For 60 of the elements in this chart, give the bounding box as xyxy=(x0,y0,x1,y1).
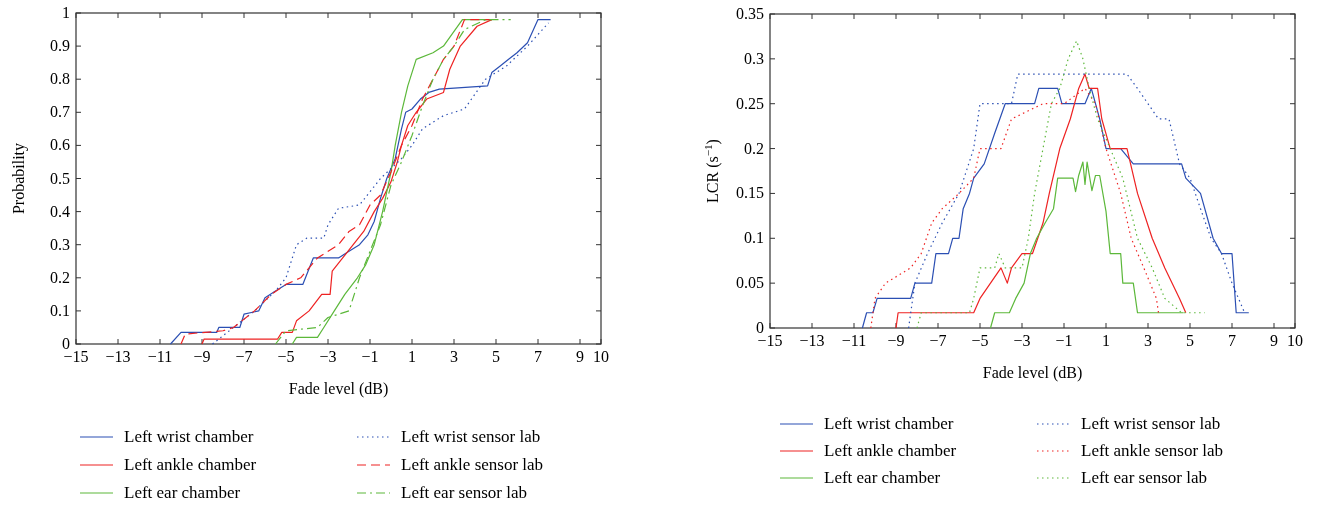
y-tick-label: 0.1 xyxy=(50,301,70,319)
y-tick-label: 0.2 xyxy=(744,139,764,157)
line-series xyxy=(916,40,1206,329)
x-tick-label: −11 xyxy=(147,348,173,365)
x-tick-label: −11 xyxy=(841,332,867,349)
x-axis-title: Fade level (dB) xyxy=(288,380,389,398)
y-tick-label: 0.6 xyxy=(50,136,70,154)
x-tick-label: −9 xyxy=(887,332,905,349)
legend-label: Left ankle sensor lab xyxy=(401,455,544,474)
x-tick-label: −3 xyxy=(1013,332,1031,349)
x-tick-label: 9 xyxy=(576,348,584,365)
x-tick-label: 10 xyxy=(593,348,609,365)
y-tick-label: 1 xyxy=(62,4,70,21)
legend-label: Left wrist chamber xyxy=(124,427,254,446)
x-tick-label: −5 xyxy=(277,348,295,365)
y-tick-label: 0.15 xyxy=(736,184,764,202)
legend-label: Left ear sensor lab xyxy=(1081,468,1208,487)
legend-label: Left ankle chamber xyxy=(124,455,257,474)
x-tick-label: −7 xyxy=(929,332,947,349)
x-tick-label: 1 xyxy=(1102,332,1110,349)
y-tick-label: 0.7 xyxy=(50,103,70,121)
legend-label: Left ear chamber xyxy=(824,468,941,487)
x-tick-label: −1 xyxy=(361,348,379,365)
legend-label: Left ear sensor lab xyxy=(401,483,528,502)
y-tick-label: 0.25 xyxy=(736,94,764,112)
x-tick-label: −5 xyxy=(971,332,989,349)
y-tick-label: 0.2 xyxy=(50,268,70,286)
y-tick-label: 0.9 xyxy=(50,37,70,55)
legend-label: Left wrist sensor lab xyxy=(1081,414,1221,433)
x-tick-label: 1 xyxy=(408,348,416,365)
legend-label: Left ankle sensor lab xyxy=(1081,441,1224,460)
x-tick-label: 7 xyxy=(1228,332,1236,349)
y-tick-label: 0.1 xyxy=(744,229,764,247)
y-tick-label: 0.8 xyxy=(50,70,70,88)
x-tick-label: −3 xyxy=(319,348,337,365)
y-tick-label: 0.3 xyxy=(50,235,70,253)
y-tick-label: 0.35 xyxy=(736,5,764,22)
y-axis-title: Probability xyxy=(10,142,28,215)
x-axis-title: Fade level (dB) xyxy=(982,364,1083,382)
legend-label: Left ear chamber xyxy=(124,483,241,502)
x-tick-label: 10 xyxy=(1287,332,1303,349)
x-tick-label: 3 xyxy=(1144,332,1152,349)
x-tick-label: −13 xyxy=(799,332,825,349)
x-tick-label: −7 xyxy=(235,348,253,365)
legend-label: Left wrist chamber xyxy=(824,414,954,433)
line-series xyxy=(274,19,512,345)
y-tick-label: 0.4 xyxy=(50,202,70,220)
x-tick-label: 5 xyxy=(1186,332,1194,349)
y-tick-label: 0.3 xyxy=(744,49,764,67)
x-tick-label: −9 xyxy=(193,348,211,365)
x-tick-label: 5 xyxy=(492,348,500,365)
legend-label: Left wrist sensor lab xyxy=(401,427,541,446)
x-tick-label: −1 xyxy=(1055,332,1073,349)
x-tick-label: −13 xyxy=(105,348,131,365)
y-tick-label: 0.5 xyxy=(50,169,70,187)
x-tick-label: 9 xyxy=(1270,332,1278,349)
x-tick-label: 3 xyxy=(450,348,458,365)
y-tick-label: 0.05 xyxy=(736,274,764,292)
x-tick-label: 7 xyxy=(534,348,542,365)
legend-label: Left ankle chamber xyxy=(824,441,957,460)
